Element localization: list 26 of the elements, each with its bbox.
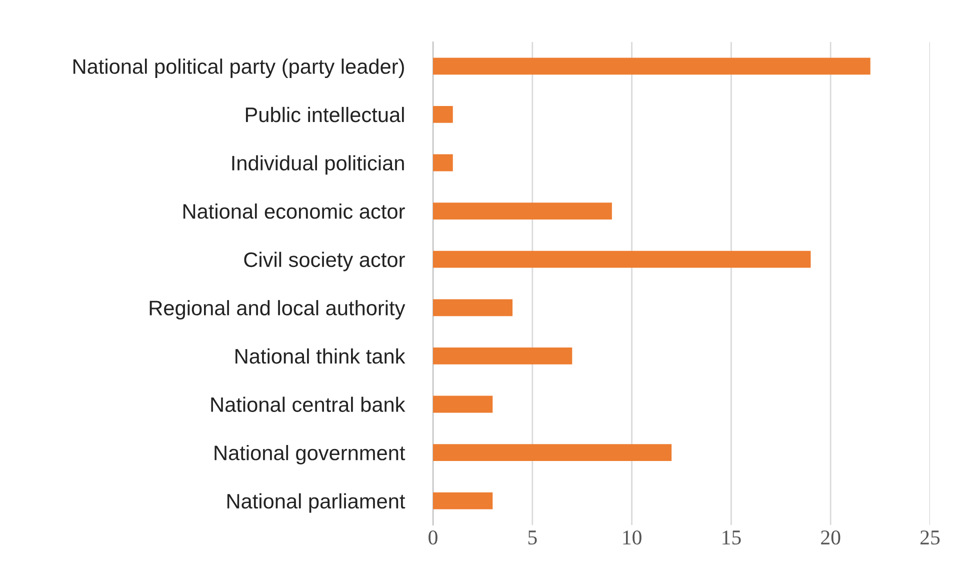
bar [433, 444, 672, 461]
y-tick-label: National government [214, 445, 406, 464]
bar [433, 299, 513, 316]
y-tick-label: National political party (party leader) [73, 58, 404, 78]
bar [433, 58, 870, 75]
bar [433, 202, 612, 220]
y-tick-label: National economic actor [183, 204, 405, 219]
y-tick-label: Public intellectual [246, 106, 404, 122]
y-tick-label: National parliament [227, 493, 406, 513]
bar [433, 347, 572, 364]
bar [433, 250, 811, 268]
y-tick-label: Regional and local authority [150, 300, 406, 320]
x-tick-label: 0 [428, 530, 438, 545]
bar [433, 154, 453, 172]
bar [433, 492, 493, 510]
y-tick-label: National think tank [236, 348, 406, 364]
bar [433, 396, 493, 413]
y-tick-label: Individual politician [232, 155, 404, 175]
x-tick-label: 10 [623, 530, 642, 545]
y-tick-label: National central bank [211, 396, 406, 412]
y-tick-label: Civil society actor [244, 252, 405, 272]
bar [433, 106, 453, 123]
x-tick-label: 5 [528, 530, 537, 545]
x-tick-label: 25 [920, 530, 940, 545]
x-tick-label: 20 [821, 530, 840, 545]
x-tick-label: 15 [722, 530, 741, 545]
